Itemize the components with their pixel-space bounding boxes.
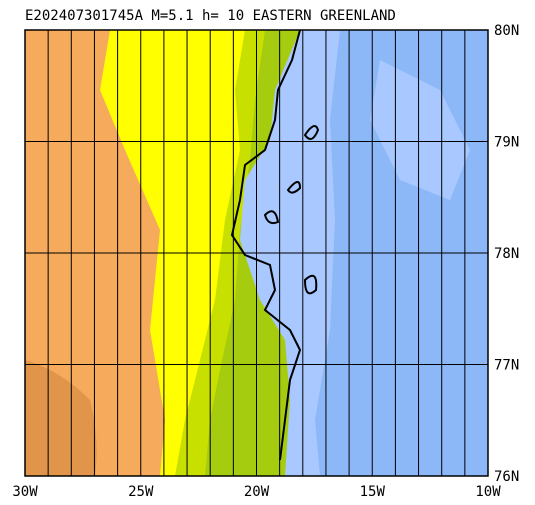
lat-label: 76N: [494, 469, 519, 485]
lat-label: 80N: [494, 23, 519, 39]
lon-label: 10W: [475, 484, 501, 500]
lon-label: 15W: [360, 484, 386, 500]
lat-label: 79N: [494, 135, 519, 151]
lon-label: 25W: [128, 484, 154, 500]
lat-label: 77N: [494, 358, 519, 374]
lon-label: 20W: [244, 484, 270, 500]
frame: [24, 29, 489, 477]
graticule: [24, 29, 489, 477]
lon-label: 30W: [12, 484, 38, 500]
lat-label: 78N: [494, 246, 519, 262]
map-title: E202407301745A M=5.1 h= 10 EASTERN GREEN…: [25, 8, 396, 24]
